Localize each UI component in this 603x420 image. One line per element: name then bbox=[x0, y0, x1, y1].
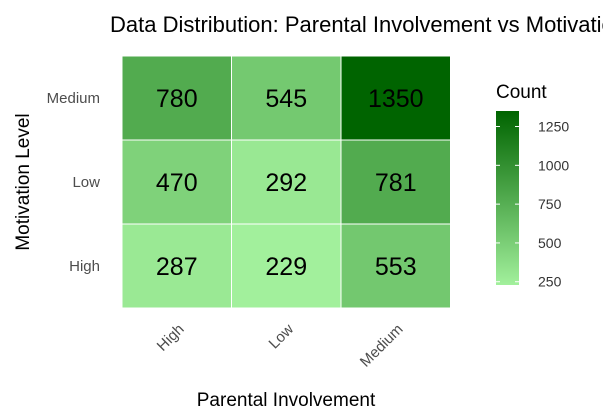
heatmap-cell bbox=[340, 55, 451, 141]
y-axis-title: Motivation Level bbox=[13, 113, 34, 250]
legend-tick-label: 750 bbox=[538, 196, 562, 212]
y-tick-label: Low bbox=[72, 174, 100, 191]
heatmap-cell bbox=[121, 223, 232, 309]
cell-value-label: 545 bbox=[265, 85, 307, 113]
x-tick-label: High bbox=[154, 321, 188, 355]
cell-value-label: 781 bbox=[375, 169, 417, 197]
heatmap-cell bbox=[231, 55, 342, 141]
chart-title: Data Distribution: Parental Involvement … bbox=[110, 12, 603, 37]
y-tick-label: Medium bbox=[47, 90, 100, 107]
legend-tick-label: 500 bbox=[538, 235, 562, 251]
heatmap-cells bbox=[121, 55, 451, 309]
cell-value-label: 229 bbox=[265, 253, 307, 281]
x-tick-label: Low bbox=[266, 321, 298, 353]
legend-title: Count bbox=[496, 82, 547, 103]
heatmap-cell bbox=[231, 223, 342, 309]
cell-value-label: 292 bbox=[265, 169, 307, 197]
cell-value-label: 553 bbox=[375, 253, 417, 281]
cell-value-label: 470 bbox=[156, 169, 198, 197]
legend-tick-label: 1000 bbox=[538, 157, 569, 173]
heatmap-cell bbox=[121, 139, 232, 225]
cell-value-label: 1350 bbox=[368, 85, 424, 113]
y-tick-label: High bbox=[69, 258, 100, 275]
cell-value-label: 287 bbox=[156, 253, 198, 281]
color-legend: Count 250 500 750 1000 1250 bbox=[496, 82, 569, 290]
legend-ticks: 250 500 750 1000 1250 bbox=[496, 119, 569, 290]
heatmap-cell bbox=[340, 223, 451, 309]
cell-value-label: 780 bbox=[156, 85, 198, 113]
x-tick-label: Medium bbox=[357, 321, 407, 371]
heatmap-cell bbox=[231, 139, 342, 225]
heatmap-cell bbox=[340, 139, 451, 225]
legend-tick-label: 250 bbox=[538, 274, 562, 290]
legend-color-bar bbox=[496, 111, 519, 285]
y-axis-ticks: Medium Low High bbox=[47, 90, 101, 275]
legend-tick-label: 1250 bbox=[538, 119, 569, 135]
x-axis-ticks: High Low Medium bbox=[154, 321, 407, 371]
heatmap-cell-labels: 780 545 1350 470 292 781 287 229 553 bbox=[156, 85, 424, 281]
x-axis-title: Parental Involvement bbox=[197, 390, 376, 411]
heatmap-cell bbox=[121, 55, 232, 141]
